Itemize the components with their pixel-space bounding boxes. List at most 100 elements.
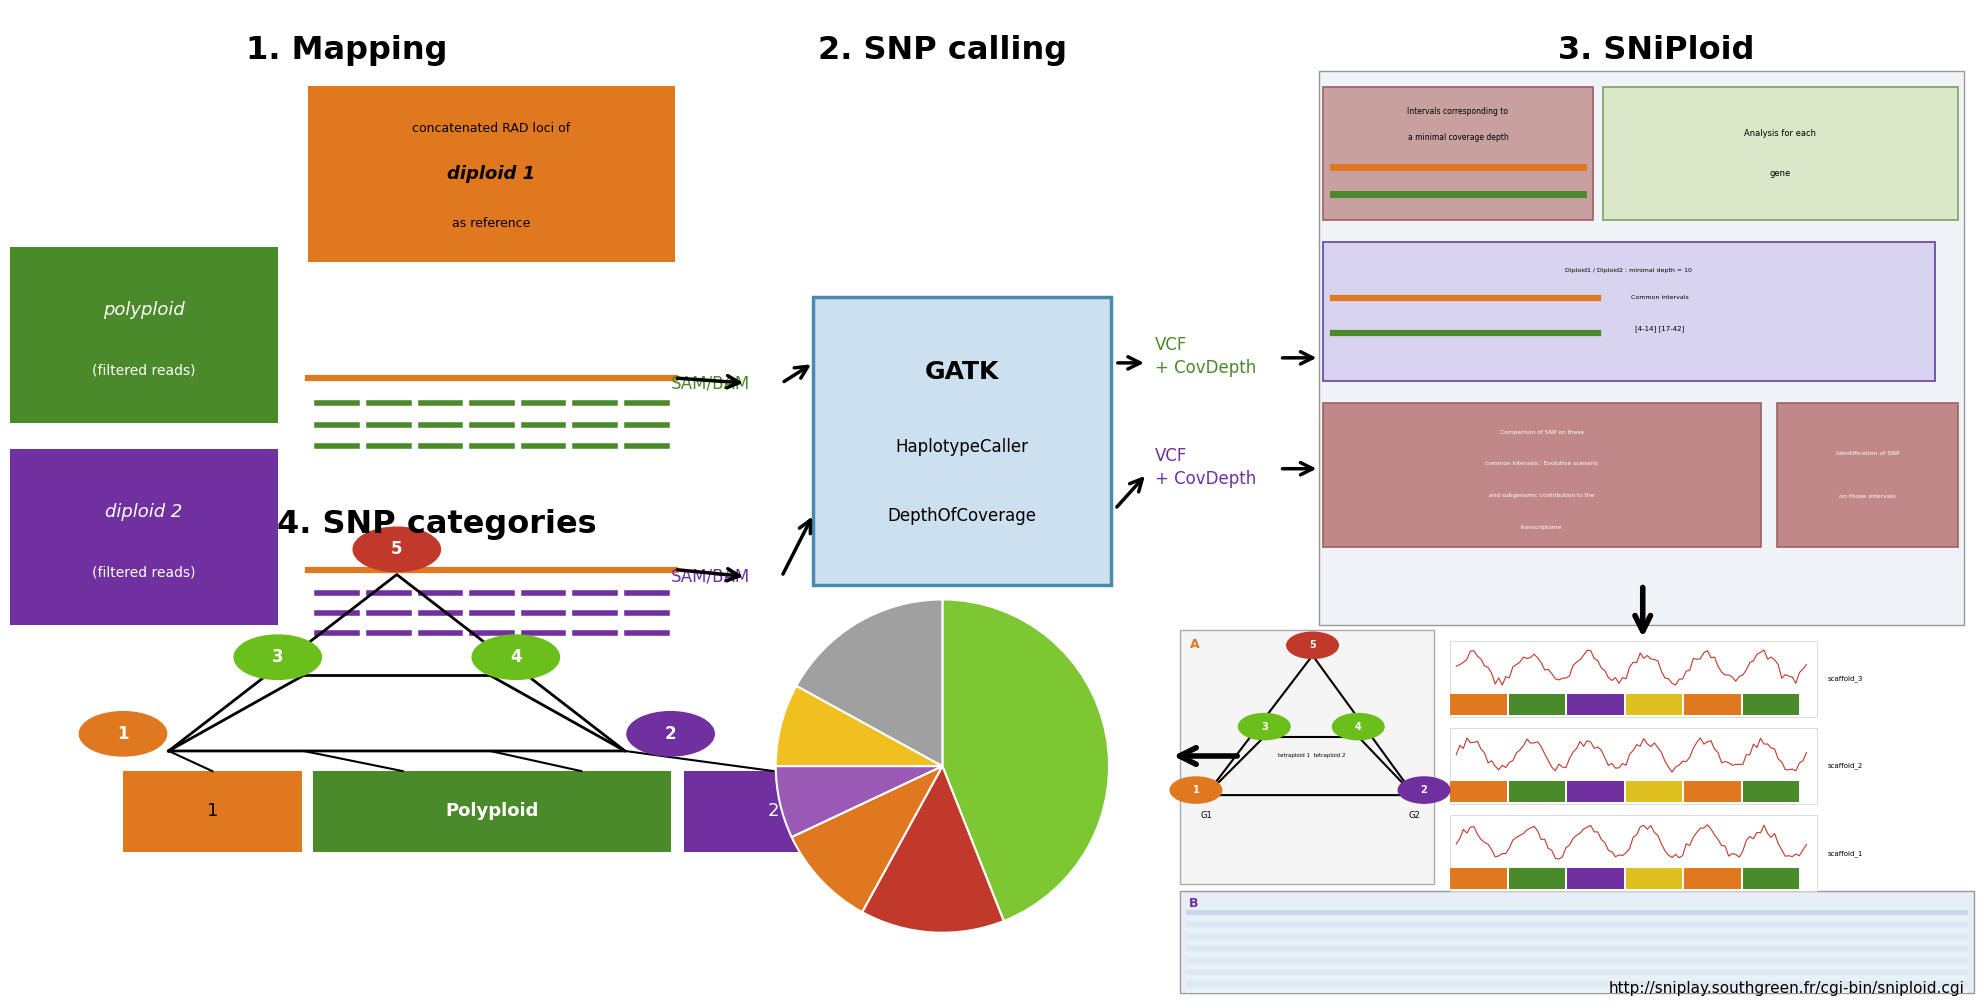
Circle shape: [1288, 632, 1339, 658]
Text: 2. SNP calling: 2. SNP calling: [817, 35, 1067, 67]
FancyBboxPatch shape: [1603, 87, 1958, 221]
Circle shape: [234, 635, 321, 679]
FancyBboxPatch shape: [1186, 946, 1968, 952]
FancyBboxPatch shape: [1625, 694, 1682, 715]
FancyBboxPatch shape: [1323, 243, 1934, 381]
Wedge shape: [942, 600, 1109, 921]
FancyBboxPatch shape: [1567, 781, 1623, 802]
FancyBboxPatch shape: [1450, 781, 1506, 802]
Text: SAM/BAM: SAM/BAM: [671, 374, 750, 392]
FancyBboxPatch shape: [1450, 815, 1817, 891]
Circle shape: [1333, 714, 1385, 740]
Text: VCF: VCF: [1155, 447, 1186, 465]
FancyBboxPatch shape: [1186, 976, 1968, 981]
Text: gene: gene: [1770, 169, 1792, 178]
Text: VCF: VCF: [1155, 336, 1186, 354]
Text: 4. SNP categories: 4. SNP categories: [276, 509, 597, 540]
Text: SAM/BAM: SAM/BAM: [671, 568, 750, 586]
Text: HaplotypeCaller: HaplotypeCaller: [895, 437, 1030, 456]
Text: diploid 2: diploid 2: [105, 503, 183, 521]
Text: Intervals corresponding to: Intervals corresponding to: [1407, 107, 1508, 116]
Text: scaffold_2: scaffold_2: [1827, 763, 1863, 769]
FancyBboxPatch shape: [1186, 964, 1968, 969]
FancyBboxPatch shape: [1186, 952, 1968, 958]
Text: Analysis for each: Analysis for each: [1744, 129, 1817, 138]
Text: 2: 2: [768, 802, 780, 821]
Text: [4-14] [17-42]: [4-14] [17-42]: [1635, 325, 1684, 332]
Circle shape: [353, 527, 440, 572]
FancyBboxPatch shape: [813, 297, 1111, 585]
FancyBboxPatch shape: [308, 86, 675, 262]
FancyBboxPatch shape: [1323, 87, 1593, 221]
FancyBboxPatch shape: [1684, 694, 1740, 715]
Text: http://sniplay.southgreen.fr/cgi-bin/sniploid.cgi: http://sniplay.southgreen.fr/cgi-bin/sni…: [1609, 981, 1964, 996]
Text: Polyploid: Polyploid: [444, 802, 540, 821]
FancyBboxPatch shape: [1186, 922, 1968, 927]
Wedge shape: [792, 766, 942, 912]
Text: 2: 2: [665, 725, 677, 743]
Wedge shape: [776, 766, 942, 837]
FancyBboxPatch shape: [1186, 927, 1968, 933]
FancyBboxPatch shape: [1684, 868, 1740, 889]
Wedge shape: [776, 685, 942, 766]
Circle shape: [79, 712, 167, 756]
Circle shape: [627, 712, 714, 756]
FancyBboxPatch shape: [1625, 868, 1682, 889]
Text: + CovDepth: + CovDepth: [1155, 359, 1256, 377]
FancyBboxPatch shape: [1508, 868, 1565, 889]
FancyBboxPatch shape: [684, 771, 863, 852]
Text: common intervals : Evolutive scenario: common intervals : Evolutive scenario: [1486, 462, 1599, 467]
FancyBboxPatch shape: [10, 247, 278, 423]
Circle shape: [472, 635, 559, 679]
Text: (filtered reads): (filtered reads): [91, 364, 196, 377]
Circle shape: [1238, 714, 1290, 740]
FancyBboxPatch shape: [1450, 868, 1506, 889]
FancyBboxPatch shape: [1186, 982, 1968, 987]
Text: scaffold_3: scaffold_3: [1827, 675, 1863, 682]
Text: diploid 1: diploid 1: [446, 165, 536, 182]
FancyBboxPatch shape: [1684, 781, 1740, 802]
Text: scaffold_1: scaffold_1: [1827, 850, 1863, 857]
Text: tetraploid 1  tetraploid 2: tetraploid 1 tetraploid 2: [1278, 753, 1345, 758]
Text: + CovDepth: + CovDepth: [1155, 470, 1256, 488]
Text: A: A: [1190, 638, 1200, 651]
Text: 3: 3: [1262, 722, 1268, 732]
Text: 1: 1: [1192, 785, 1200, 795]
Text: on those intervals: on those intervals: [1839, 494, 1897, 499]
Text: (filtered reads): (filtered reads): [91, 565, 196, 579]
FancyBboxPatch shape: [313, 771, 671, 852]
FancyBboxPatch shape: [1778, 403, 1958, 547]
FancyBboxPatch shape: [1508, 781, 1565, 802]
FancyBboxPatch shape: [1180, 630, 1434, 884]
FancyBboxPatch shape: [123, 771, 302, 852]
FancyBboxPatch shape: [1742, 781, 1799, 802]
FancyBboxPatch shape: [1450, 728, 1817, 804]
Wedge shape: [863, 766, 1004, 932]
FancyBboxPatch shape: [1186, 970, 1968, 975]
FancyBboxPatch shape: [1180, 891, 1974, 993]
Text: a minimal coverage depth: a minimal coverage depth: [1407, 133, 1508, 142]
Circle shape: [1171, 777, 1222, 803]
Text: polyploid: polyploid: [103, 301, 185, 320]
Text: Identification of SNP: Identification of SNP: [1835, 452, 1899, 457]
Circle shape: [1399, 777, 1450, 803]
Wedge shape: [796, 600, 942, 766]
Text: B: B: [1188, 897, 1198, 910]
Text: 5: 5: [1309, 640, 1315, 650]
Text: 4: 4: [1355, 722, 1361, 732]
FancyBboxPatch shape: [1186, 939, 1968, 946]
FancyBboxPatch shape: [1186, 988, 1968, 993]
Text: 3: 3: [272, 648, 284, 666]
FancyBboxPatch shape: [1567, 694, 1623, 715]
Text: 4: 4: [510, 648, 522, 666]
FancyBboxPatch shape: [1319, 71, 1964, 625]
FancyBboxPatch shape: [1450, 694, 1506, 715]
Text: Common intervals: Common intervals: [1631, 295, 1688, 300]
Text: 2: 2: [1421, 785, 1426, 795]
Text: GATK: GATK: [925, 360, 1000, 384]
Text: Diploid1 / Diploid2 : minimal depth = 10: Diploid1 / Diploid2 : minimal depth = 10: [1565, 268, 1692, 272]
Text: transcriptome: transcriptome: [1522, 524, 1563, 529]
Text: 5: 5: [391, 540, 403, 558]
FancyBboxPatch shape: [1450, 641, 1817, 717]
FancyBboxPatch shape: [1186, 910, 1968, 915]
